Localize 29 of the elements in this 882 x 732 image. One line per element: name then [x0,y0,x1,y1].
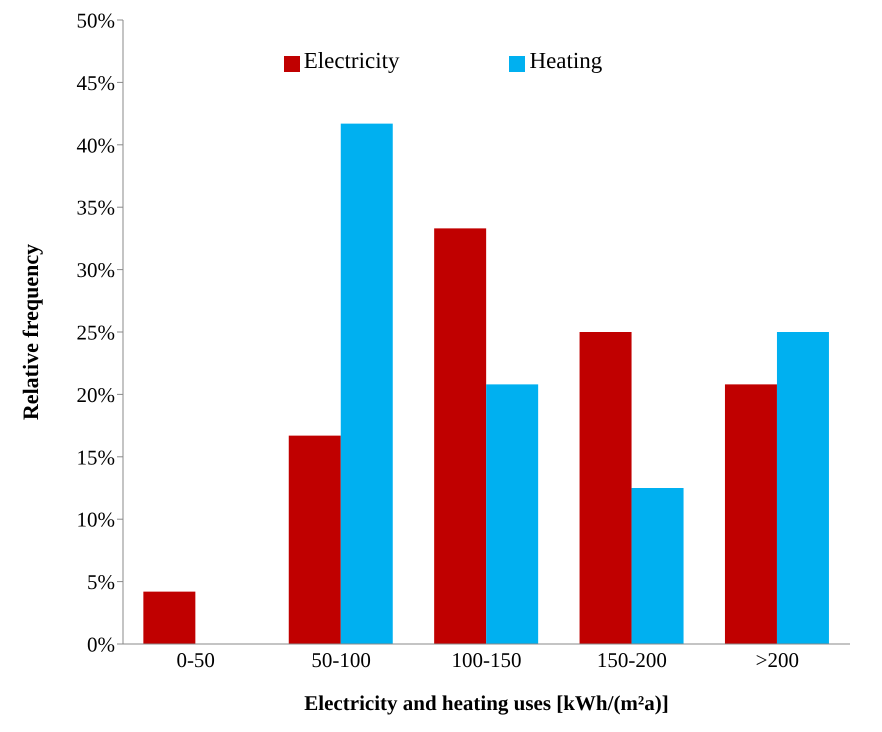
x-tick-label: 100-150 [452,648,522,672]
y-tick-label: 40% [76,133,115,158]
bar [288,436,341,644]
bar [632,488,684,644]
bar [776,332,829,644]
x-tick-label: 0-50 [176,648,215,672]
legend-label: Electricity [304,48,400,73]
bar [724,384,777,644]
bar [340,124,393,644]
y-tick-label: 5% [87,570,115,594]
bar [434,228,486,644]
y-tick-label: 30% [76,258,115,282]
y-tick-label: 15% [76,445,115,470]
y-tick-label: 0% [87,632,115,656]
x-axis-title: Electricity and heating uses [kWh/(m²a)] [304,691,669,715]
x-tick-label: 50-100 [311,648,371,672]
y-tick-label: 45% [76,70,115,95]
bar [486,384,538,644]
bar [143,592,196,644]
y-tick-label: 25% [76,320,115,344]
y-tick-label: 20% [76,382,115,407]
x-tick-label: 150-200 [596,648,667,672]
x-tick-label: >200 [756,648,799,672]
y-tick-label: 50% [76,8,115,32]
y-tick-label: 10% [76,508,115,532]
legend-label: Heating [529,48,602,73]
y-axis-title: Relative frequency [18,244,43,420]
bar [580,332,632,644]
y-tick-label: 35% [76,196,115,220]
